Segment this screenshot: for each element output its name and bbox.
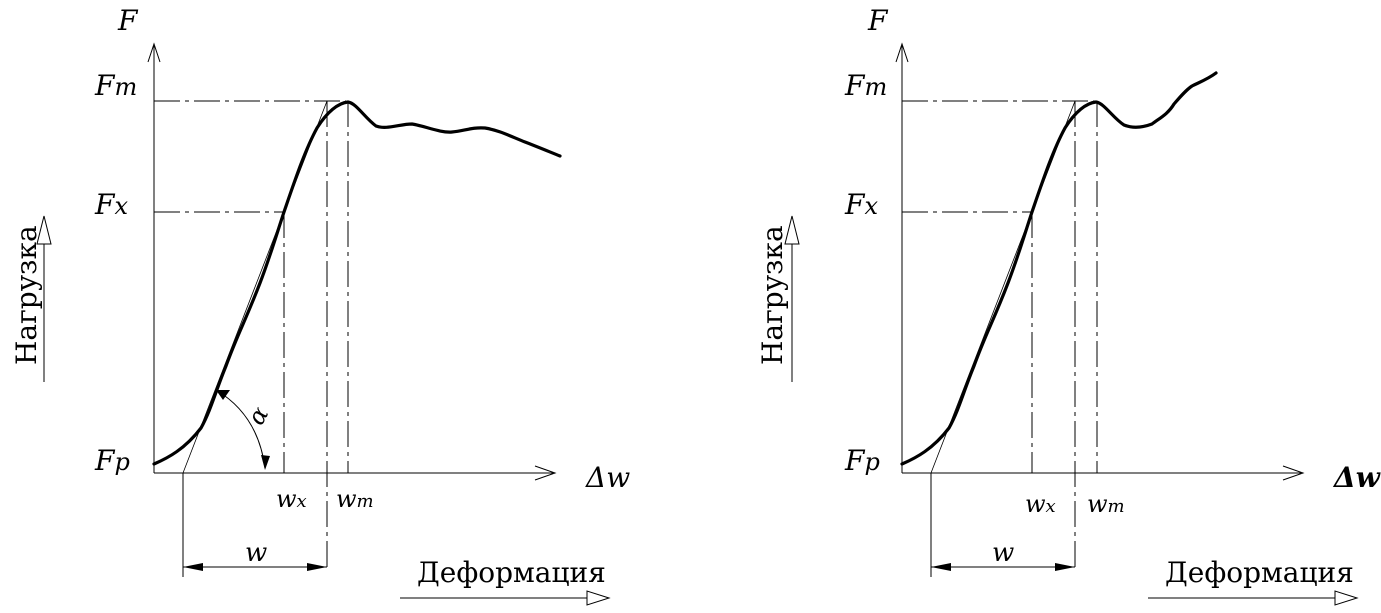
- wm-tick-sub: m: [1108, 496, 1125, 517]
- load-word-arrowhead: [784, 215, 800, 245]
- diagram-right: F Δw Fm Fx Fp wx wm w Нагрузка Деформаци…: [756, 4, 1381, 606]
- wx-tick-sub: x: [1046, 496, 1056, 517]
- fp-label-main: F: [844, 444, 866, 477]
- wm-tick-sub: m: [357, 491, 374, 512]
- x-axis-arrowhead: [534, 465, 557, 481]
- x-axis-arrowhead: [1282, 465, 1305, 481]
- deformation-word-arrowhead: [1334, 590, 1359, 606]
- fp-label-main: F: [94, 444, 116, 477]
- wx-tick-main: w: [276, 485, 297, 513]
- fm-label-sub: m: [864, 73, 887, 101]
- wx-tick-label: wx: [276, 485, 307, 513]
- wx-tick-sub: x: [297, 491, 307, 512]
- fx-label: Fx: [844, 188, 878, 221]
- w-span-arrow-right: [307, 563, 327, 571]
- x-axis-symbol: Δw: [1332, 461, 1381, 494]
- fp-label-sub: p: [864, 448, 879, 476]
- deformation-word: Деформация: [1165, 556, 1354, 589]
- fx-label-main: F: [94, 188, 116, 221]
- fm-label-sub: m: [114, 73, 137, 101]
- y-axis-arrowhead: [147, 42, 161, 63]
- angle-arc: [215, 389, 266, 469]
- fp-label: Fp: [844, 444, 880, 477]
- load-deformation-curve: [900, 71, 1218, 466]
- fx-label: Fx: [94, 188, 128, 221]
- fm-label: Fm: [844, 69, 887, 102]
- x-axis-symbol: Δw: [585, 461, 630, 494]
- deformation-word: Деформация: [417, 556, 606, 589]
- y-axis-arrowhead: [895, 42, 909, 63]
- fx-label-sub: x: [114, 192, 128, 220]
- load-word-arrowhead: [36, 215, 52, 245]
- angle-arrowhead-top: [216, 390, 230, 400]
- load-deformation-curve: [152, 100, 562, 466]
- fm-label: Fm: [94, 69, 137, 102]
- diagram-left: F Δw Fm Fx Fp wx wm w α Нагрузка Деформа…: [10, 4, 630, 606]
- angle-arrowhead-bottom: [261, 455, 270, 470]
- y-axis-symbol: F: [117, 4, 139, 37]
- y-axis-symbol: F: [867, 4, 889, 37]
- wm-tick-main: w: [336, 485, 357, 513]
- wm-tick-label: wm: [336, 485, 374, 513]
- deformation-word-arrowhead: [586, 590, 611, 606]
- fp-label: Fp: [94, 444, 130, 477]
- w-span-arrow-left: [931, 563, 951, 571]
- wm-tick-label: wm: [1087, 490, 1125, 518]
- fp-label-sub: p: [114, 448, 129, 476]
- w-span-arrow-right: [1055, 563, 1075, 571]
- wm-tick-main: w: [1087, 490, 1108, 518]
- load-word: Нагрузка: [10, 225, 43, 365]
- wx-tick-label: wx: [1025, 490, 1056, 518]
- w-span-label: w: [992, 538, 1014, 568]
- fx-label-main: F: [844, 188, 866, 221]
- wx-tick-main: w: [1025, 490, 1046, 518]
- fm-label-main: F: [94, 69, 116, 102]
- load-word: Нагрузка: [756, 225, 789, 365]
- alpha-label: α: [242, 402, 274, 430]
- w-span-label: w: [245, 538, 267, 568]
- fm-label-main: F: [844, 69, 866, 102]
- fx-label-sub: x: [864, 192, 878, 220]
- w-span-arrow-left: [183, 563, 203, 571]
